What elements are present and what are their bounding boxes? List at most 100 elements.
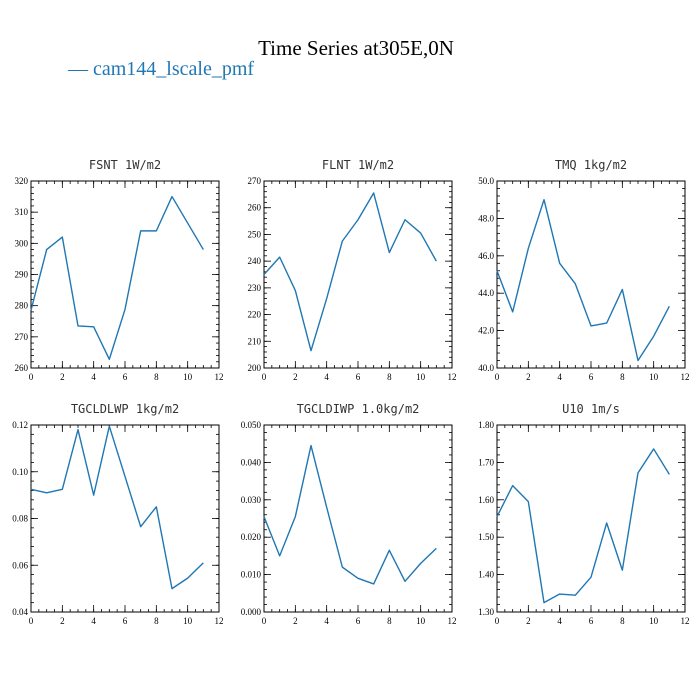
plot-frame (496, 180, 686, 369)
x-tick-label: 2 (60, 616, 65, 626)
x-tick-label: 2 (293, 372, 298, 382)
series-line (30, 425, 204, 590)
y-tick-label: 260 (248, 203, 262, 213)
y-tick-label: 300 (15, 238, 29, 248)
series-line (263, 192, 437, 352)
y-tick-label: 1.70 (478, 457, 494, 467)
x-tick-label: 10 (183, 372, 193, 382)
panel-title: TGCLDLWP 1kg/m2 (71, 402, 179, 416)
series-line (30, 195, 204, 360)
panel-title: TMQ 1kg/m2 (555, 158, 627, 172)
plot-frame (263, 180, 453, 369)
panel-5: TGCLDIWP 1.0kg/m2 0 2 4 6 8 10 12 0.000 0.010 0.02… (241, 402, 457, 626)
x-tick-label: 4 (324, 616, 329, 626)
y-tick-label: 0.010 (241, 570, 262, 580)
y-tick-label: 0.020 (241, 532, 262, 542)
plot-frame (263, 424, 453, 613)
y-tick-label: 290 (15, 270, 29, 280)
x-tick-label: 12 (681, 372, 690, 382)
y-tick-label: 1.60 (478, 495, 494, 505)
y-tick-label: 0.12 (12, 420, 28, 430)
x-tick-label: 2 (526, 372, 531, 382)
y-tick-label: 220 (248, 310, 262, 320)
y-tick-label: 1.80 (478, 420, 494, 430)
series-line (496, 198, 670, 362)
x-tick-label: 2 (293, 616, 298, 626)
x-tick-label: 8 (387, 616, 392, 626)
y-tick-label: 1.50 (478, 532, 494, 542)
x-tick-label: 4 (324, 372, 329, 382)
panel-1: FSNT 1W/m2 0 2 4 6 8 10 12 260 270 280 290 300 310 320 (15, 158, 224, 382)
x-tick-label: 6 (356, 616, 361, 626)
panel-2: FLNT 1W/m2 0 2 4 6 8 10 12 200 210 220 230 240 250 260… (248, 158, 457, 382)
x-tick-label: 0 (495, 372, 500, 382)
y-tick-label: 230 (248, 283, 262, 293)
x-tick-label: 2 (526, 616, 531, 626)
panel-3: TMQ 1kg/m2 0 2 4 6 8 10 12 40.0 42.0 44.0 46.0 48.0 5… (478, 158, 689, 382)
y-tick-label: 46.0 (478, 251, 494, 261)
series-line (496, 448, 670, 604)
x-tick-label: 4 (557, 372, 562, 382)
panel-title: U10 1m/s (562, 402, 620, 416)
y-tick-label: 0.030 (241, 495, 262, 505)
y-tick-label: 0.04 (12, 607, 28, 617)
y-tick-label: 44.0 (478, 288, 494, 298)
y-tick-label: 0.10 (12, 467, 28, 477)
x-tick-label: 8 (154, 616, 159, 626)
legend-series-name: cam144_lscale_pmf (93, 58, 254, 80)
x-tick-label: 4 (91, 372, 96, 382)
y-tick-label: 320 (15, 176, 29, 186)
y-tick-label: 280 (15, 301, 29, 311)
y-tick-label: 200 (248, 363, 262, 373)
y-tick-label: 260 (15, 363, 29, 373)
legend: — cam144_lscale_pmf (67, 58, 254, 80)
x-tick-label: 12 (215, 616, 224, 626)
x-tick-label: 6 (123, 372, 128, 382)
series-line (263, 444, 437, 585)
x-tick-label: 0 (495, 616, 500, 626)
x-tick-label: 0 (262, 616, 267, 626)
y-tick-label: 1.40 (478, 570, 494, 580)
x-tick-label: 10 (416, 372, 426, 382)
panel-4: TGCLDLWP 1kg/m2 0 2 4 6 8 10 12 0.04 0.06 0.08 0.10… (12, 402, 223, 626)
x-tick-label: 8 (154, 372, 159, 382)
y-tick-label: 270 (15, 332, 29, 342)
panel-6: U10 1m/s 0 2 4 6 8 10 12 1.30 1.40 1.50 1.60 1.70 1.8… (478, 402, 689, 626)
y-tick-label: 40.0 (478, 363, 494, 373)
x-tick-label: 10 (649, 372, 659, 382)
panels: FSNT 1W/m20 2 4 6 8 10 12260270280290300310320… (12, 158, 689, 626)
x-tick-label: 10 (416, 616, 426, 626)
panel-title: FSNT 1W/m2 (89, 158, 161, 172)
y-tick-label: 0.06 (12, 560, 28, 570)
x-tick-label: 6 (123, 616, 128, 626)
x-tick-label: 12 (448, 616, 457, 626)
y-tick-label: 48.0 (478, 213, 494, 223)
x-tick-label: 10 (649, 616, 659, 626)
x-tick-label: 0 (262, 372, 267, 382)
y-tick-label: 210 (248, 336, 262, 346)
x-tick-label: 8 (620, 616, 625, 626)
x-tick-label: 12 (448, 372, 457, 382)
x-tick-label: 8 (620, 372, 625, 382)
y-tick-label: 1.30 (478, 607, 494, 617)
panel-title: TGCLDIWP 1.0kg/m2 (297, 402, 420, 416)
x-tick-label: 2 (60, 372, 65, 382)
figure-title: Time Series at305E,0N (258, 36, 454, 60)
x-tick-label: 0 (29, 372, 34, 382)
x-tick-label: 8 (387, 372, 392, 382)
y-tick-label: 310 (15, 207, 29, 217)
y-tick-label: 250 (248, 229, 262, 239)
x-tick-label: 10 (183, 616, 193, 626)
panel-title: FLNT 1W/m2 (322, 158, 394, 172)
y-tick-label: 270 (248, 176, 262, 186)
y-tick-label: 50.0 (478, 176, 494, 186)
y-tick-label: 0.08 (12, 514, 28, 524)
x-tick-label: 0 (29, 616, 34, 626)
legend-label: — cam144_lscale_pmf (67, 58, 254, 80)
x-tick-label: 6 (356, 372, 361, 382)
y-tick-label: 42.0 (478, 326, 494, 336)
y-tick-label: 0.050 (241, 420, 262, 430)
plot-frame (30, 180, 220, 369)
x-tick-label: 4 (91, 616, 96, 626)
